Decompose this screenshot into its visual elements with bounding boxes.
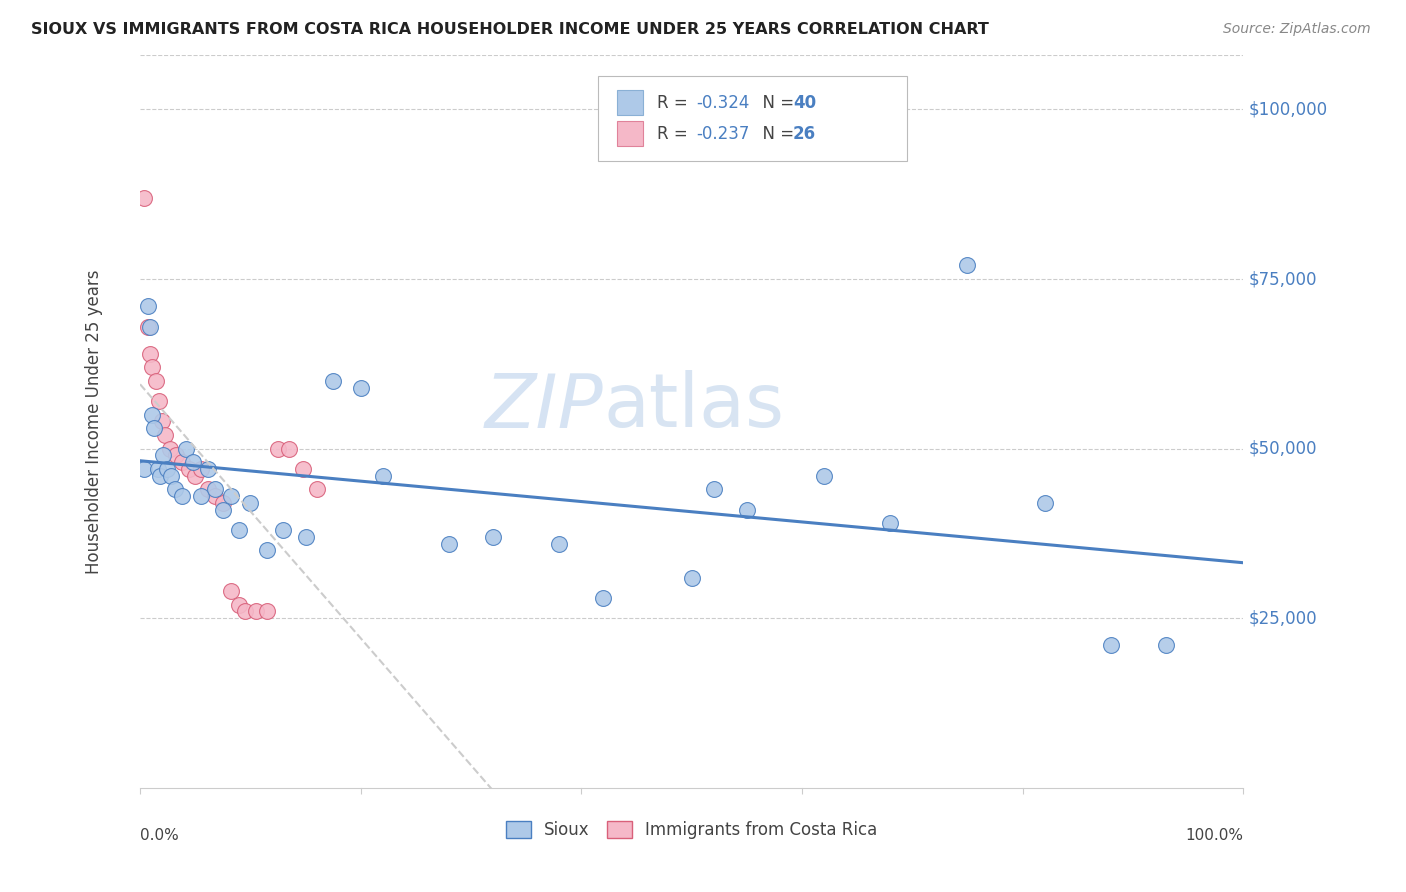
Text: 0.0%: 0.0% [141,828,179,843]
Point [305,483,328,497]
Point [1099,639,1122,653]
Text: N =: N = [752,125,800,143]
Point [197,483,219,497]
Point [150,415,173,429]
Point [143,421,166,435]
Point [371,468,394,483]
Point [267,442,290,456]
Point [813,468,835,483]
Point [211,502,233,516]
Point [177,462,200,476]
Point [141,360,163,375]
Text: -0.237: -0.237 [696,125,749,143]
Point [322,374,344,388]
Point [139,319,162,334]
Point [204,483,226,497]
Point [136,319,159,334]
Text: ZIP: ZIP [485,371,603,442]
Point [956,259,979,273]
Point [170,489,193,503]
Text: $100,000: $100,000 [1249,101,1327,119]
Text: atlas: atlas [603,370,785,443]
Point [160,468,183,483]
Point [681,570,703,584]
Point [139,346,162,360]
Point [292,462,315,476]
Point [149,468,172,483]
Point [228,523,250,537]
Legend: Sioux, Immigrants from Costa Rica: Sioux, Immigrants from Costa Rica [499,814,884,846]
Text: 100.0%: 100.0% [1185,828,1243,843]
Point [148,394,170,409]
Point [152,449,174,463]
Point [136,299,159,313]
Point [170,455,193,469]
Point [703,483,725,497]
Point [134,462,156,476]
Point [256,543,278,558]
Point [1033,496,1056,510]
Text: $75,000: $75,000 [1249,270,1317,288]
Point [184,468,207,483]
Point [278,442,301,456]
Point [211,496,233,510]
Point [592,591,614,605]
Point [239,496,262,510]
Point [190,462,212,476]
Point [204,489,226,503]
Point [155,462,177,476]
Point [294,530,316,544]
Point [155,428,177,442]
Point [482,530,505,544]
Text: -0.324: -0.324 [696,94,749,112]
Point [190,489,212,503]
Point [233,604,256,618]
Text: 26: 26 [793,125,815,143]
Text: 40: 40 [793,94,815,112]
Point [159,442,181,456]
Point [1154,639,1177,653]
Point [245,604,267,618]
Point [879,516,901,531]
Point [176,442,198,456]
Point [735,502,758,516]
Text: R =: R = [657,125,693,143]
Text: Householder Income Under 25 years: Householder Income Under 25 years [84,269,103,574]
Point [219,584,242,599]
Point [437,536,460,550]
Text: $25,000: $25,000 [1249,609,1317,627]
Text: SIOUX VS IMMIGRANTS FROM COSTA RICA HOUSEHOLDER INCOME UNDER 25 YEARS CORRELATIO: SIOUX VS IMMIGRANTS FROM COSTA RICA HOUS… [31,22,988,37]
Point [197,462,219,476]
Point [145,374,167,388]
Point [146,462,169,476]
Point [350,380,373,394]
Point [273,523,295,537]
Point [548,536,571,550]
Point [141,408,163,422]
Text: $50,000: $50,000 [1249,440,1317,458]
Point [181,455,204,469]
Point [219,489,242,503]
Point [134,191,156,205]
Point [165,483,187,497]
Point [256,604,278,618]
Text: N =: N = [752,94,800,112]
Text: R =: R = [657,94,693,112]
Point [166,449,188,463]
Text: Source: ZipAtlas.com: Source: ZipAtlas.com [1223,22,1371,37]
Point [228,598,250,612]
